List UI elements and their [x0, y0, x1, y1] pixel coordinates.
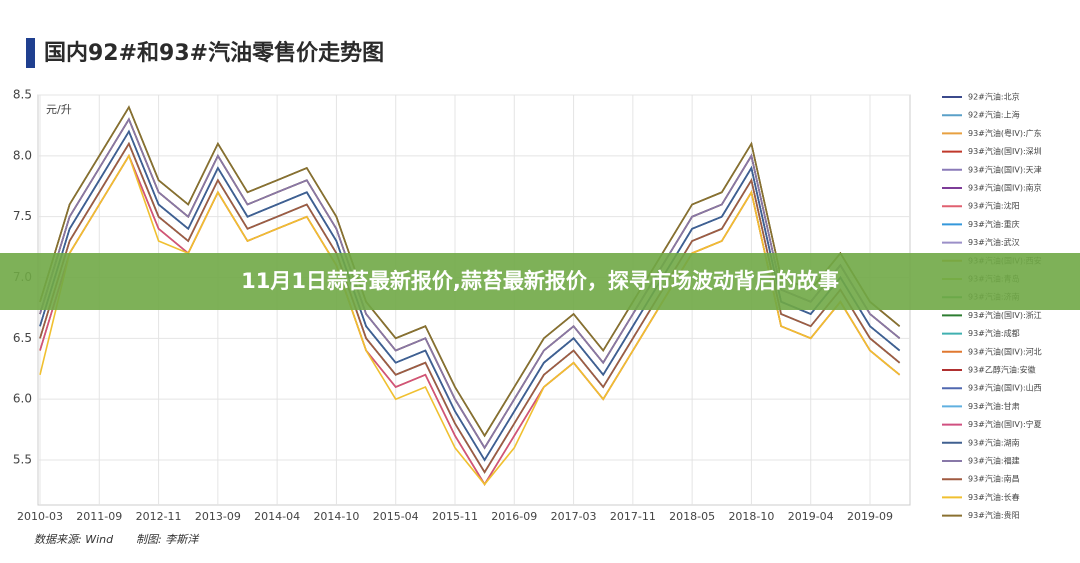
legend-label: 92#汽油:北京: [968, 92, 1020, 102]
x-tick-label: 2015-11: [432, 510, 478, 523]
x-tick-label: 2010-03: [17, 510, 63, 523]
y-tick-label: 5.5: [13, 452, 32, 466]
legend-label: 93#汽油(国IV):河北: [968, 346, 1042, 356]
legend-label: 93#汽油(粤IV):广东: [968, 128, 1042, 138]
x-tick-label: 2018-05: [669, 510, 715, 523]
legend-label: 93#汽油:沈阳: [968, 201, 1020, 211]
legend-label: 93#汽油:武汉: [968, 237, 1020, 247]
legend-label: 93#汽油(国IV):山西: [968, 383, 1042, 393]
chart-title: 国内92#和93#汽油零售价走势图: [44, 40, 384, 66]
legend-label: 93#汽油:甘肃: [968, 401, 1020, 411]
x-tick-label: 2014-10: [313, 510, 359, 523]
legend-label: 93#汽油:重庆: [968, 219, 1020, 229]
x-tick-label: 2015-04: [373, 510, 419, 523]
legend-label: 93#汽油:贵阳: [968, 510, 1020, 520]
y-tick-label: 8.0: [13, 148, 32, 162]
banner: 11月1日蒜苔最新报价,蒜苔最新报价，探寻市场波动背后的故事: [0, 253, 1080, 310]
author: 制图: 李斯洋: [136, 533, 200, 546]
x-tick-label: 2011-09: [76, 510, 122, 523]
x-tick-label: 2012-11: [136, 510, 182, 523]
source: 数据来源: Wind: [34, 533, 114, 546]
x-tick-label: 2019-04: [788, 510, 834, 523]
y-tick-label: 6.5: [13, 331, 32, 345]
legend-label: 93#汽油(国IV):宁夏: [968, 419, 1042, 429]
y-axis-label: 元/升: [46, 103, 72, 116]
legend-label: 93#汽油:福建: [968, 456, 1020, 466]
legend-label: 93#汽油(国IV):浙江: [968, 310, 1042, 320]
legend-label: 93#汽油(国IV):天津: [968, 164, 1042, 174]
x-tick-label: 2017-11: [610, 510, 656, 523]
x-tick-label: 2013-09: [195, 510, 241, 523]
legend-label: 93#乙醇汽油:安徽: [968, 365, 1036, 375]
legend-label: 93#汽油(国IV):深圳: [968, 146, 1042, 156]
series-line: [39, 129, 901, 462]
y-tick-label: 6.0: [13, 392, 32, 406]
x-tick-label: 2017-03: [551, 510, 597, 523]
title-marker: [26, 38, 35, 68]
x-tick-label: 2018-10: [728, 510, 774, 523]
y-tick-label: 7.5: [13, 209, 32, 223]
legend-label: 93#汽油:南昌: [968, 474, 1020, 484]
series-line: [39, 141, 901, 474]
series-line: [39, 153, 901, 486]
x-tick-label: 2019-09: [847, 510, 893, 523]
legend-label: 93#汽油:湖南: [968, 437, 1020, 447]
y-tick-label: 8.5: [13, 88, 32, 102]
x-tick-label: 2016-09: [491, 510, 537, 523]
legend-label: 93#汽油:长春: [968, 492, 1020, 502]
x-tick-label: 2014-04: [254, 510, 300, 523]
legend-label: 93#汽油(国IV):南京: [968, 183, 1042, 193]
legend-label: 92#汽油:上海: [968, 110, 1020, 120]
legend-label: 93#汽油:成都: [968, 328, 1020, 338]
series-line: [39, 117, 901, 450]
series-line: [39, 105, 901, 438]
